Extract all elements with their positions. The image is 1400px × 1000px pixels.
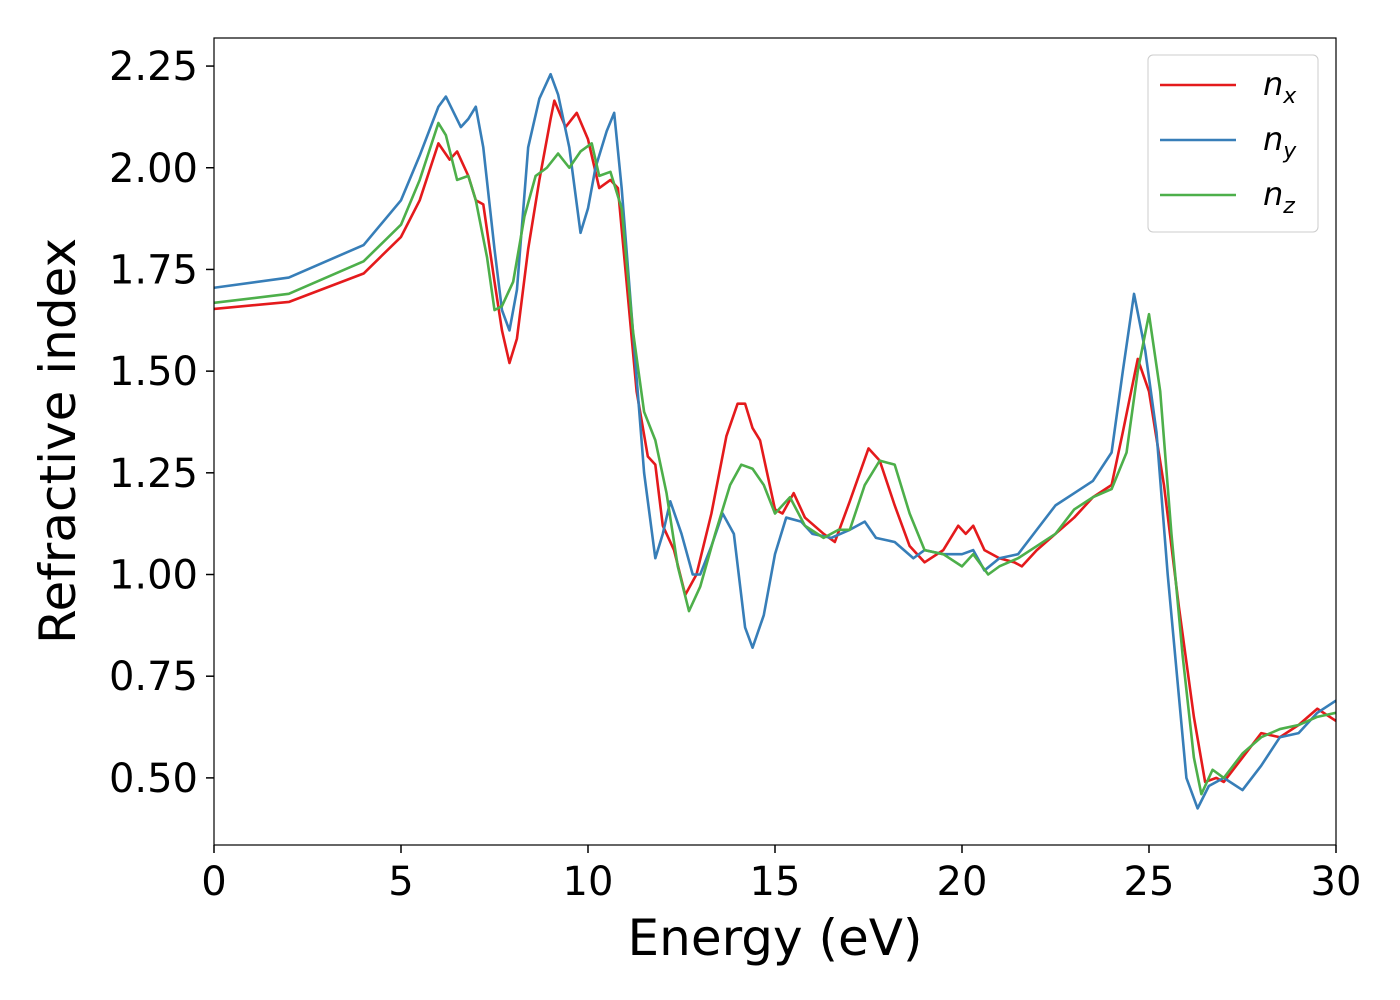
y-tick-label: 2.25	[109, 44, 198, 90]
y-tick-label: 1.25	[109, 451, 198, 497]
y-tick-label: 1.75	[109, 247, 198, 293]
y-tick-label: 2.00	[109, 146, 198, 192]
legend-label: nx	[1263, 65, 1297, 109]
x-tick-label: 5	[388, 859, 413, 905]
x-axis-label: Energy (eV)	[628, 909, 923, 967]
y-tick-label: 1.00	[109, 553, 198, 599]
y-tick-label: 1.50	[109, 349, 198, 395]
y-tick-label: 0.75	[109, 654, 198, 700]
x-tick-label: 25	[1124, 859, 1175, 905]
x-tick-label: 0	[201, 859, 226, 905]
y-tick-label: 0.50	[109, 756, 198, 802]
x-tick-label: 20	[937, 859, 988, 905]
legend-label: ny	[1263, 120, 1297, 164]
series-line	[214, 99, 1336, 784]
x-tick-label: 10	[563, 859, 614, 905]
series-line	[214, 72, 1336, 810]
plot-frame	[213, 37, 1337, 846]
x-tick-label: 15	[750, 859, 801, 905]
x-tick-label: 30	[1311, 859, 1362, 905]
series-line	[214, 121, 1336, 796]
y-axis-label: Refractive index	[29, 238, 87, 644]
legend-label: nz	[1263, 175, 1295, 219]
legend-box	[1147, 54, 1319, 233]
